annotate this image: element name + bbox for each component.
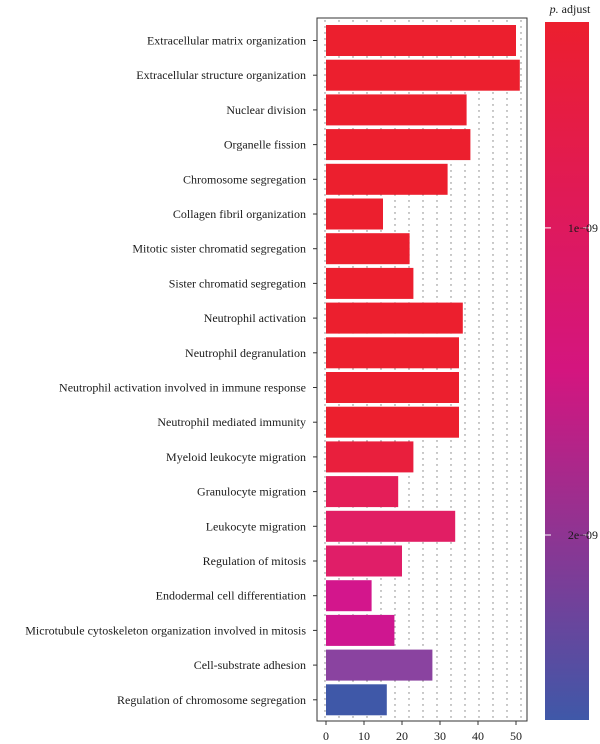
x-tick-label: 40 [472,729,484,743]
category-label: Chromosome segregation [183,172,306,186]
x-tick-label: 10 [358,729,370,743]
category-label: Microtubule cytoskeleton organization in… [25,623,306,637]
category-label: Regulation of mitosis [203,554,307,568]
bar-17 [326,580,372,612]
category-label: Neutrophil activation involved in immune… [59,381,306,395]
bar-2 [326,59,520,91]
x-tick-label: 0 [323,729,329,743]
category-label: Leukocyte migration [206,519,306,533]
category-label: Endodermal cell differentiation [156,589,306,603]
category-labels: Extracellular matrix organization Extrace… [25,34,317,707]
legend-title-prefix: p. [549,2,559,16]
legend-tick-label: 2e−09 [568,528,598,542]
bar-15 [326,510,456,542]
bar-9 [326,302,463,334]
plot-panel [316,17,528,722]
bar-20 [326,684,387,716]
category-label: Myeloid leukocyte migration [166,450,306,464]
bar-7 [326,233,410,265]
legend-ticks: 1e−09 2e−09 [545,221,598,542]
bar-12 [326,406,459,438]
bar-13 [326,441,414,473]
category-label: Extracellular matrix organization [147,34,306,48]
category-label: Neutrophil mediated immunity [157,415,306,429]
bar-14 [326,476,399,508]
category-label: Granulocyte migration [197,485,306,499]
x-tick-label: 30 [434,729,446,743]
category-label: Cell-substrate adhesion [194,658,306,672]
bar-1 [326,25,516,56]
bar-6 [326,198,383,230]
bar-16 [326,545,402,577]
x-tick-label: 20 [396,729,408,743]
bar-11 [326,372,459,403]
category-label: Regulation of chromosome segregation [117,693,306,707]
bar-18 [326,614,395,646]
category-label: Collagen fibril organization [173,207,306,221]
category-label: Nuclear division [226,103,306,117]
legend-title-rest: adjust [559,2,591,16]
bar-10 [326,337,459,369]
bar-4 [326,129,471,161]
x-axis: 0 10 20 30 40 50 [323,721,522,743]
category-label: Mitotic sister chromatid segregation [132,242,306,256]
bar-3 [326,94,467,126]
bar-19 [326,649,433,681]
category-label: Neutrophil activation [204,311,306,325]
legend-title: p. adjust [549,2,591,16]
category-label: Sister chromatid segregation [169,276,306,290]
legend: p. adjust 1e−09 2e−09 [545,2,598,720]
bar-8 [326,267,414,299]
plot-border [316,17,528,722]
bar-5 [326,163,448,195]
category-label: Organelle fission [224,138,306,152]
legend-tick-label: 1e−09 [568,221,598,235]
category-label: Neutrophil degranulation [185,346,306,360]
bars-layer [326,25,520,716]
category-label: Extracellular structure organization [136,68,306,82]
legend-colorbar [545,22,589,720]
x-tick-label: 50 [510,729,522,743]
